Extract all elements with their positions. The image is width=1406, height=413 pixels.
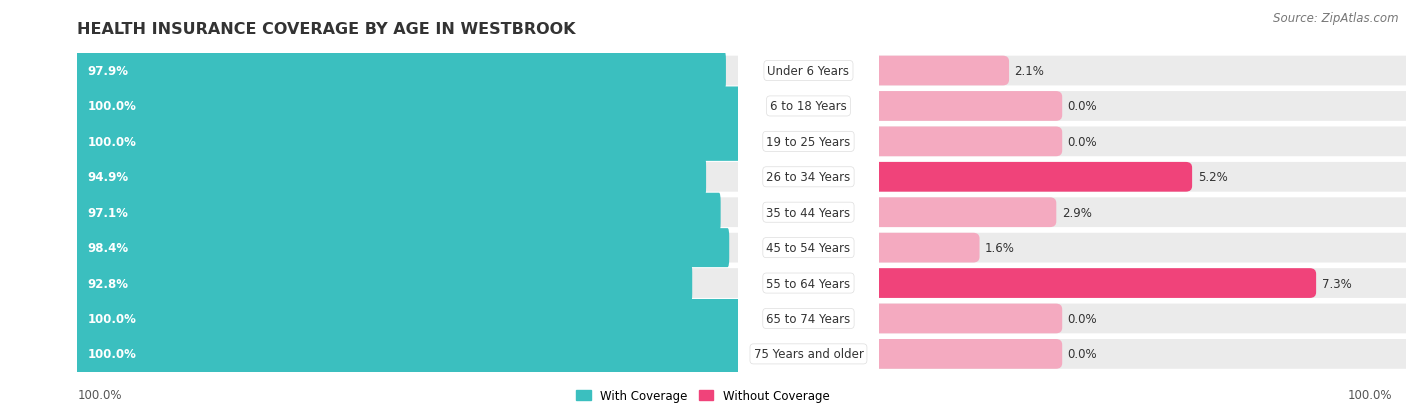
Text: 92.8%: 92.8% bbox=[87, 277, 128, 290]
FancyBboxPatch shape bbox=[873, 339, 1062, 369]
FancyBboxPatch shape bbox=[873, 233, 980, 263]
FancyBboxPatch shape bbox=[76, 87, 740, 126]
FancyBboxPatch shape bbox=[76, 228, 730, 268]
Text: 97.9%: 97.9% bbox=[87, 65, 128, 78]
Text: 35 to 44 Years: 35 to 44 Years bbox=[766, 206, 851, 219]
Text: 6 to 18 Years: 6 to 18 Years bbox=[770, 100, 846, 113]
FancyBboxPatch shape bbox=[873, 304, 1062, 334]
FancyBboxPatch shape bbox=[879, 198, 1406, 228]
Text: 98.4%: 98.4% bbox=[87, 242, 128, 254]
Text: 100.0%: 100.0% bbox=[87, 135, 136, 149]
FancyBboxPatch shape bbox=[76, 52, 725, 91]
FancyBboxPatch shape bbox=[77, 163, 738, 192]
Text: HEALTH INSURANCE COVERAGE BY AGE IN WESTBROOK: HEALTH INSURANCE COVERAGE BY AGE IN WEST… bbox=[77, 22, 576, 37]
FancyBboxPatch shape bbox=[76, 123, 740, 161]
Text: 94.9%: 94.9% bbox=[87, 171, 128, 184]
Text: 65 to 74 Years: 65 to 74 Years bbox=[766, 312, 851, 325]
FancyBboxPatch shape bbox=[77, 92, 738, 121]
Text: 100.0%: 100.0% bbox=[77, 388, 122, 401]
Text: 100.0%: 100.0% bbox=[87, 312, 136, 325]
FancyBboxPatch shape bbox=[76, 299, 740, 338]
FancyBboxPatch shape bbox=[873, 92, 1062, 121]
Text: 45 to 54 Years: 45 to 54 Years bbox=[766, 242, 851, 254]
Text: 100.0%: 100.0% bbox=[87, 348, 136, 361]
FancyBboxPatch shape bbox=[77, 127, 738, 157]
FancyBboxPatch shape bbox=[77, 268, 738, 298]
Legend: With Coverage, Without Coverage: With Coverage, Without Coverage bbox=[572, 385, 834, 407]
Text: 19 to 25 Years: 19 to 25 Years bbox=[766, 135, 851, 149]
FancyBboxPatch shape bbox=[76, 335, 740, 373]
FancyBboxPatch shape bbox=[77, 304, 738, 334]
FancyBboxPatch shape bbox=[879, 268, 1406, 298]
Text: 0.0%: 0.0% bbox=[1067, 100, 1097, 113]
FancyBboxPatch shape bbox=[77, 57, 738, 86]
Text: 26 to 34 Years: 26 to 34 Years bbox=[766, 171, 851, 184]
FancyBboxPatch shape bbox=[873, 268, 1316, 298]
Text: Under 6 Years: Under 6 Years bbox=[768, 65, 849, 78]
FancyBboxPatch shape bbox=[879, 163, 1406, 192]
FancyBboxPatch shape bbox=[873, 198, 1056, 228]
Text: 0.0%: 0.0% bbox=[1067, 135, 1097, 149]
FancyBboxPatch shape bbox=[879, 92, 1406, 121]
FancyBboxPatch shape bbox=[77, 233, 738, 263]
Text: 0.0%: 0.0% bbox=[1067, 312, 1097, 325]
FancyBboxPatch shape bbox=[873, 127, 1062, 157]
FancyBboxPatch shape bbox=[879, 339, 1406, 369]
Text: 75 Years and older: 75 Years and older bbox=[754, 348, 863, 361]
Text: 5.2%: 5.2% bbox=[1198, 171, 1227, 184]
Text: 0.0%: 0.0% bbox=[1067, 348, 1097, 361]
FancyBboxPatch shape bbox=[879, 127, 1406, 157]
FancyBboxPatch shape bbox=[879, 233, 1406, 263]
Text: Source: ZipAtlas.com: Source: ZipAtlas.com bbox=[1274, 12, 1399, 25]
FancyBboxPatch shape bbox=[76, 264, 692, 303]
FancyBboxPatch shape bbox=[873, 57, 1010, 86]
Text: 100.0%: 100.0% bbox=[87, 100, 136, 113]
Text: 100.0%: 100.0% bbox=[1347, 388, 1392, 401]
Text: 97.1%: 97.1% bbox=[87, 206, 128, 219]
FancyBboxPatch shape bbox=[77, 339, 738, 369]
FancyBboxPatch shape bbox=[879, 57, 1406, 86]
FancyBboxPatch shape bbox=[873, 163, 1192, 192]
Text: 2.9%: 2.9% bbox=[1062, 206, 1091, 219]
Text: 55 to 64 Years: 55 to 64 Years bbox=[766, 277, 851, 290]
Text: 7.3%: 7.3% bbox=[1322, 277, 1351, 290]
FancyBboxPatch shape bbox=[76, 193, 721, 232]
FancyBboxPatch shape bbox=[879, 304, 1406, 334]
FancyBboxPatch shape bbox=[77, 198, 738, 228]
Text: 2.1%: 2.1% bbox=[1015, 65, 1045, 78]
FancyBboxPatch shape bbox=[76, 158, 706, 197]
Text: 1.6%: 1.6% bbox=[986, 242, 1015, 254]
